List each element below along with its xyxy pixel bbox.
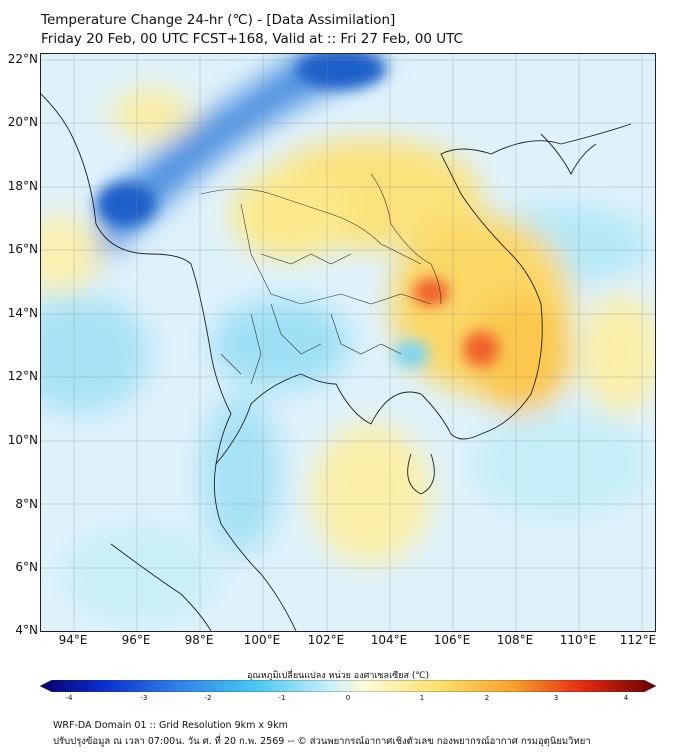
lon-label-108e: 108°E [496, 633, 534, 647]
lat-label-18n: 18°N [7, 179, 38, 193]
map-subtitle: Friday 20 Feb, 00 UTC FCST+168, Valid at… [41, 31, 463, 47]
map-area[interactable] [40, 53, 656, 632]
colorbar-tick: -3 [140, 694, 148, 702]
lon-label-98e: 98°E [184, 633, 214, 647]
colorbar-tick: 4 [623, 694, 629, 702]
lon-label-112e: 112°E [619, 633, 657, 647]
lat-label-12n: 12°N [7, 369, 38, 383]
lat-label-20n: 20°N [7, 115, 38, 129]
colorbar-tick: 3 [553, 694, 559, 702]
colorbar-tick: -2 [204, 694, 212, 702]
colorbar-tick: -4 [65, 694, 73, 702]
lat-label-22n: 22°N [7, 52, 38, 66]
lat-label-4n: 4°N [15, 623, 38, 637]
lon-label-94e: 94°E [58, 633, 88, 647]
lon-label-106e: 106°E [433, 633, 471, 647]
coastlines [41, 93, 632, 631]
lon-label-96e: 96°E [121, 633, 151, 647]
colorbar [40, 680, 656, 692]
colorbar-tick: 2 [484, 694, 490, 702]
lat-label-14n: 14°N [7, 306, 38, 320]
lat-label-8n: 8°N [15, 497, 38, 511]
lon-label-100e: 100°E [243, 633, 281, 647]
colorbar-tick: 0 [345, 694, 351, 702]
lat-label-10n: 10°N [7, 433, 38, 447]
province-borders [200, 173, 442, 385]
footer-credit: ปรับปรุงข้อมูล ณ เวลา 07:00น. วัน ศ. ที่… [53, 736, 591, 747]
temperature-extremes [96, 54, 499, 368]
lon-label-102e: 102°E [307, 633, 345, 647]
colorbar-title: อุณหภูมิเปลี่ยนแปลง หน่วย องศาเซลเซียส (… [246, 671, 430, 681]
lon-label-104e: 104°E [370, 633, 408, 647]
lat-label-16n: 16°N [7, 242, 38, 256]
map-gridlines [41, 54, 655, 631]
footer-model-info: WRF-DA Domain 01 :: Grid Resolution 9km … [53, 720, 288, 731]
colorbar-tick: 1 [419, 694, 425, 702]
lon-label-110e: 110°E [559, 633, 597, 647]
map-title: Temperature Change 24-hr (℃) - [Data Ass… [41, 12, 396, 28]
colorbar-gradient [40, 680, 656, 692]
lat-label-6n: 6°N [15, 560, 38, 574]
temperature-change-map [41, 54, 655, 631]
colorbar-tick: -1 [278, 694, 286, 702]
